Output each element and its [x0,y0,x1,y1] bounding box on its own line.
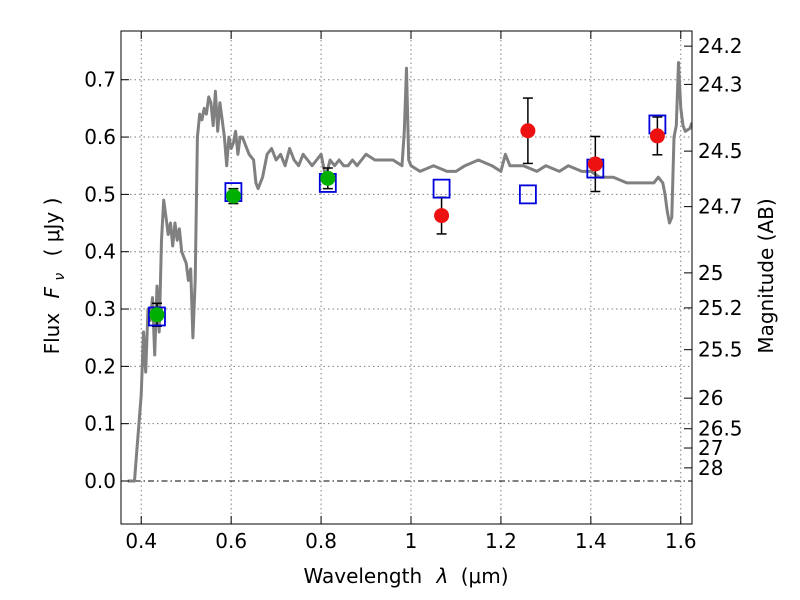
y-tick-label: 0.1 [84,412,116,436]
magnitude-tick-label: 24.5 [698,139,743,163]
magnitude-tick-label: 25.2 [698,296,743,320]
y-axis-label-pre: Flux [40,313,64,355]
y-tick-label: 0.5 [84,182,116,206]
magnitude-tick-label: 27 [698,436,723,460]
x-tick-label: 1.6 [665,529,697,553]
y-tick-label: 0.2 [84,354,116,378]
y-tick-label: 0.7 [84,68,116,92]
x-tick-label: 0.6 [215,529,247,553]
magnitude-tick-label: 28 [698,456,723,480]
x-axis-label-pre: Wavelength [303,564,422,588]
red-data-point [587,156,603,172]
y-tick-label: 0.4 [84,240,116,264]
magnitude-tick-label: 25.5 [698,338,743,362]
green-data-point [149,307,165,323]
green-data-point [225,188,241,204]
magnitude-tick-label: 24.3 [698,72,743,96]
grid [121,31,692,524]
magnitude-tick-label: 26 [698,386,723,410]
x-tick-label: 0.8 [305,529,337,553]
x-tick-label: 0.4 [125,529,157,553]
magnitude-tick-label: 24.7 [698,195,743,219]
data-points [149,123,665,323]
y-tick-label: 0.0 [84,469,116,493]
x-axis-label-symbol: λ [436,564,449,588]
red-data-point [649,128,665,144]
x-axis-label: Wavelength λ (μm) [303,564,508,588]
y2-axis-label: Magnitude (AB) [754,198,778,353]
y-axis-label-symbol: F [40,286,64,298]
x-tick-label: 1.4 [575,529,607,553]
x-tick-label: 1 [405,529,418,553]
y-tick-labels: 0.0 0.1 0.2 0.3 0.4 0.5 0.6 0.7 [84,68,116,493]
red-data-point [434,208,450,224]
y-axis-label: Flux F ν ( μJy ) [40,198,69,355]
y-axis-label-subscript: ν [52,273,68,281]
y-tick-label: 0.3 [84,297,116,321]
model-spectrum [127,61,692,483]
ticks [121,31,692,524]
magnitude-tick-label: 26.5 [698,417,743,441]
magnitude-tick-label: 25 [698,261,723,285]
model-spectrum-line [127,61,692,483]
x-tick-label: 1.2 [485,529,517,553]
x-tick-labels: 0.4 0.6 0.8 1 1.2 1.4 1.6 [125,529,696,553]
model-flux-box [432,178,451,199]
y-tick-label: 0.6 [84,125,116,149]
x-axis-label-unit: (μm) [461,564,509,588]
y-axis-label-unit: ( μJy ) [40,198,64,257]
red-data-point [520,123,536,139]
magnitude-tick-label: 24.2 [698,34,743,58]
green-data-point [320,170,336,186]
model-flux-box [518,184,537,205]
plot-frame [120,30,693,525]
